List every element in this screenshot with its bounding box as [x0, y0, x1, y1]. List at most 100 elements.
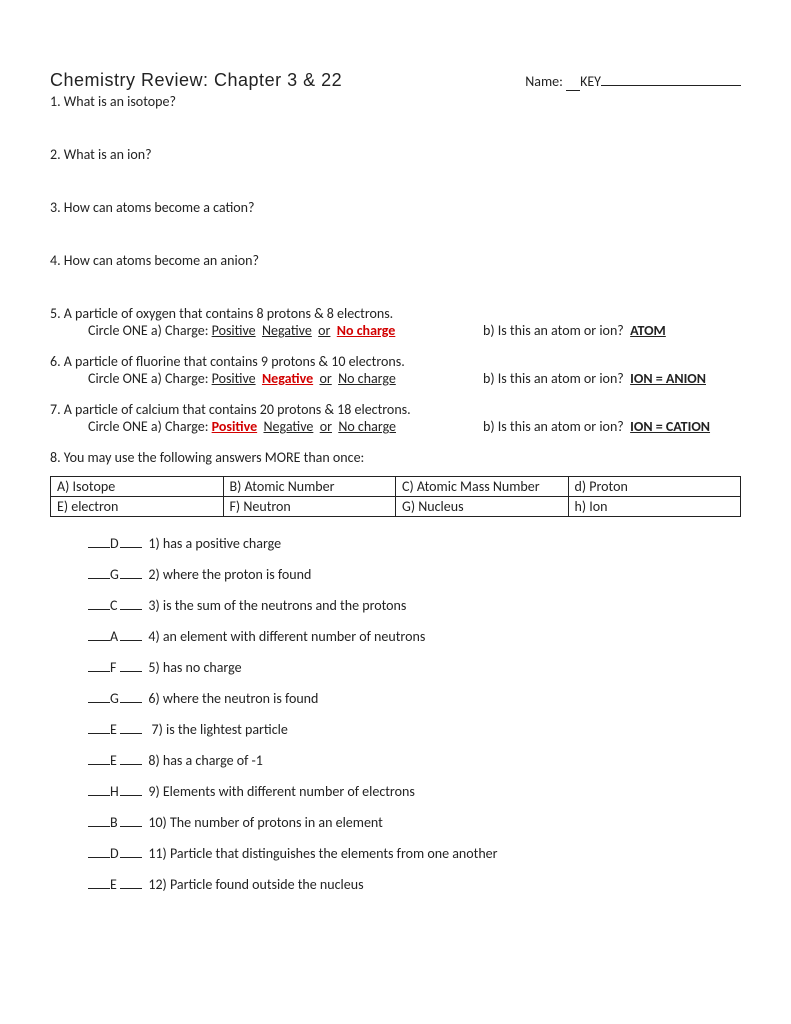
document-title: Chemistry Review: Chapter 3 & 22 — [50, 70, 342, 91]
match-text: 11) Particle that distinguishes the elem… — [148, 845, 497, 862]
blank-post — [120, 609, 142, 610]
q7-opt-negative: Negative — [263, 418, 313, 435]
match-text: 1) has a positive charge — [148, 535, 281, 552]
match-text: 3) is the sum of the neutrons and the pr… — [148, 597, 406, 614]
option-g: G) Nucleus — [396, 497, 569, 517]
option-d: d) Proton — [568, 477, 741, 497]
name-value: KEY — [580, 73, 601, 90]
blank-post — [120, 547, 142, 548]
match-answer: D — [110, 535, 120, 552]
match-answer: G — [110, 566, 120, 583]
match-text: 5) has no charge — [148, 659, 241, 676]
match-line: D 1) has a positive charge — [88, 535, 741, 552]
blank-pre — [88, 671, 110, 672]
q7-b-text: b) Is this an atom or ion? — [483, 418, 624, 435]
blank-pre — [88, 640, 110, 641]
q5-opt-negative: Negative — [262, 322, 312, 339]
q5-or: or — [318, 322, 330, 339]
match-line: D 11) Particle that distinguishes the el… — [88, 845, 741, 862]
name-blank-post — [601, 85, 741, 86]
options-table: A) Isotope B) Atomic Number C) Atomic Ma… — [50, 476, 741, 517]
q5-b-answer: ATOM — [630, 322, 666, 339]
match-text: 2) where the proton is found — [148, 566, 311, 583]
name-label: Name: — [525, 73, 563, 90]
blank-post — [120, 857, 142, 858]
blank-post — [120, 733, 142, 734]
blank-post — [120, 671, 142, 672]
q6-b-text: b) Is this an atom or ion? — [483, 370, 624, 387]
match-answer: B — [110, 814, 120, 831]
match-answer: C — [110, 597, 120, 614]
table-row: E) electron F) Neutron G) Nucleus h) Ion — [51, 497, 741, 517]
blank-post — [120, 888, 142, 889]
match-answer: D — [110, 845, 120, 862]
blank-post — [120, 764, 142, 765]
blank-pre — [88, 764, 110, 765]
blank-post — [120, 640, 142, 641]
match-line: G 2) where the proton is found — [88, 566, 741, 583]
name-field: Name: KEY — [525, 73, 741, 91]
blank-pre — [88, 733, 110, 734]
blank-post — [120, 826, 142, 827]
match-text: 7) is the lightest particle — [148, 721, 287, 738]
q5-opt-nocharge: No charge — [337, 322, 396, 339]
q5-text: 5. A particle of oxygen that contains 8 … — [50, 305, 741, 322]
blank-pre — [88, 795, 110, 796]
q7-part-b: b) Is this an atom or ion? ION = CATION — [483, 418, 741, 435]
blank-post — [120, 702, 142, 703]
q5-choices: Circle ONE a) Charge: Positive Negative … — [88, 322, 483, 339]
question-6: 6. A particle of fluorine that contains … — [50, 353, 741, 387]
q6-text: 6. A particle of fluorine that contains … — [50, 353, 741, 370]
q7-or: or — [320, 418, 332, 435]
table-row: A) Isotope B) Atomic Number C) Atomic Ma… — [51, 477, 741, 497]
q7-b-answer: ION = CATION — [630, 418, 710, 435]
option-e: E) electron — [51, 497, 224, 517]
match-text: 4) an element with different number of n… — [148, 628, 425, 645]
blank-pre — [88, 888, 110, 889]
match-text: 12) Particle found outside the nucleus — [148, 876, 363, 893]
question-3: 3. How can atoms become a cation? — [50, 199, 741, 216]
blank-pre — [88, 609, 110, 610]
q5-b-text: b) Is this an atom or ion? — [483, 322, 624, 339]
q5-opt-positive: Positive — [212, 322, 256, 339]
q6-opt-negative: Negative — [262, 370, 313, 387]
q7-text: 7. A particle of calcium that contains 2… — [50, 401, 741, 418]
q7-opt-positive: Positive — [212, 418, 258, 435]
q6-part-b: b) Is this an atom or ion? ION = ANION — [483, 370, 741, 387]
q5-row: Circle ONE a) Charge: Positive Negative … — [50, 322, 741, 339]
option-a: A) Isotope — [51, 477, 224, 497]
match-answer: F — [110, 659, 120, 676]
q6-or: or — [319, 370, 331, 387]
blank-pre — [88, 547, 110, 548]
question-2: 2. What is an ion? — [50, 146, 741, 163]
option-b: B) Atomic Number — [223, 477, 396, 497]
blank-pre — [88, 857, 110, 858]
q7-row: Circle ONE a) Charge: Positive Negative … — [50, 418, 741, 435]
match-line: F 5) has no charge — [88, 659, 741, 676]
option-h: h) Ion — [568, 497, 741, 517]
blank-post — [120, 795, 142, 796]
question-1: 1. What is an isotope? — [50, 93, 741, 110]
match-answer: E — [110, 721, 120, 738]
match-text: 6) where the neutron is found — [148, 690, 318, 707]
match-answer: G — [110, 690, 120, 707]
question-5: 5. A particle of oxygen that contains 8 … — [50, 305, 741, 339]
match-line: C 3) is the sum of the neutrons and the … — [88, 597, 741, 614]
blank-pre — [88, 578, 110, 579]
matching-list: D 1) has a positive charge G 2) where the… — [88, 535, 741, 893]
match-line: G 6) where the neutron is found — [88, 690, 741, 707]
q7-opt-nocharge: No charge — [338, 418, 396, 435]
blank-pre — [88, 826, 110, 827]
name-blank-pre — [566, 73, 580, 91]
match-line: E 7) is the lightest particle — [88, 721, 741, 738]
match-line: A 4) an element with different number of… — [88, 628, 741, 645]
match-answer: H — [110, 783, 120, 800]
match-line: H 9) Elements with different number of e… — [88, 783, 741, 800]
match-text: 10) The number of protons in an element — [148, 814, 383, 831]
question-4: 4. How can atoms become an anion? — [50, 252, 741, 269]
q6-choices: Circle ONE a) Charge: Positive Negative … — [88, 370, 483, 387]
worksheet-page: Chemistry Review: Chapter 3 & 22 Name: K… — [0, 0, 791, 1024]
match-line: E 12) Particle found outside the nucleus — [88, 876, 741, 893]
q7-choices: Circle ONE a) Charge: Positive Negative … — [88, 418, 483, 435]
question-8-intro: 8. You may use the following answers MOR… — [50, 449, 741, 466]
